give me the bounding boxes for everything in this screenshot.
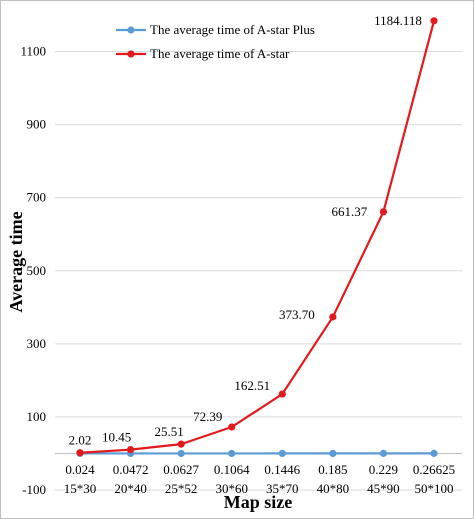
y-tick-label: 1100: [20, 44, 46, 59]
data-label: 10.45: [102, 430, 131, 445]
x-tick-label: 30*60: [215, 481, 248, 496]
data-point: [76, 449, 84, 457]
data-label: 0.229: [369, 462, 398, 477]
data-label: 661.37: [332, 204, 368, 219]
data-label: 72.39: [193, 409, 222, 424]
data-label: 1184.118: [374, 13, 422, 28]
data-label: 373.70: [279, 307, 315, 322]
data-point: [379, 208, 388, 216]
data-point: [278, 390, 286, 398]
x-tick-label: 20*40: [114, 481, 147, 496]
data-label: 0.0472: [113, 462, 149, 477]
x-tick-label: 25*52: [165, 481, 198, 496]
x-tick-label: 15*30: [64, 481, 97, 496]
data-label: 0.1446: [264, 462, 300, 477]
data-point: [177, 449, 185, 458]
series-line-2: [79, 20, 436, 454]
data-point: [177, 440, 185, 448]
gridlines: [55, 51, 462, 491]
y-tick-label: 100: [27, 409, 47, 424]
y-axis-ticks: -100 100 300 500 700 900 1100: [20, 44, 46, 497]
data-label: 0.26625: [413, 462, 455, 477]
y-tick-label: 500: [27, 263, 47, 278]
data-label: 0.024: [65, 462, 95, 477]
x-axis-title: Map size: [224, 492, 292, 512]
x-axis-categories: 15*30 20*40 25*52 30*60 35*70 40*80 45*90 50*10…: [64, 481, 454, 496]
x-tick-label: 35*70: [266, 481, 299, 496]
y-tick-label: -100: [22, 482, 46, 497]
data-point: [430, 17, 438, 25]
data-labels: 0.024 0.0472 0.0627 0.1064 0.1446 0.185 0.229 0…: [65, 13, 455, 477]
series-lines: [76, 17, 438, 458]
x-tick-label: 45*90: [367, 481, 400, 496]
data-label: 0.1064: [214, 462, 250, 477]
y-tick-label: 700: [27, 190, 47, 205]
data-point: [278, 449, 286, 458]
data-point: [228, 423, 236, 431]
data-point: [430, 449, 438, 457]
legend-marker: [127, 50, 135, 58]
legend-marker: [127, 26, 135, 34]
y-tick-label: 900: [27, 117, 47, 132]
legend-label: The average time of A-star Plus: [150, 22, 315, 37]
data-label: 0.185: [318, 462, 347, 477]
data-label: 25.51: [155, 424, 184, 439]
x-tick-label: 50*100: [415, 481, 454, 496]
data-label: 2.02: [69, 433, 92, 448]
data-point: [228, 449, 236, 458]
y-axis-title: Average time: [6, 211, 26, 312]
data-point: [329, 313, 337, 321]
data-point: [329, 449, 337, 457]
legend-label: The average time of A-star: [150, 46, 290, 61]
x-tick-label: 40*80: [317, 481, 350, 496]
y-tick-label: 300: [27, 336, 47, 351]
data-label: 162.51: [234, 378, 270, 393]
data-point: [379, 449, 388, 457]
data-point: [126, 446, 135, 454]
data-label: 0.0627: [163, 462, 199, 477]
legend: The average time of A-star Plus The avera…: [116, 22, 315, 61]
